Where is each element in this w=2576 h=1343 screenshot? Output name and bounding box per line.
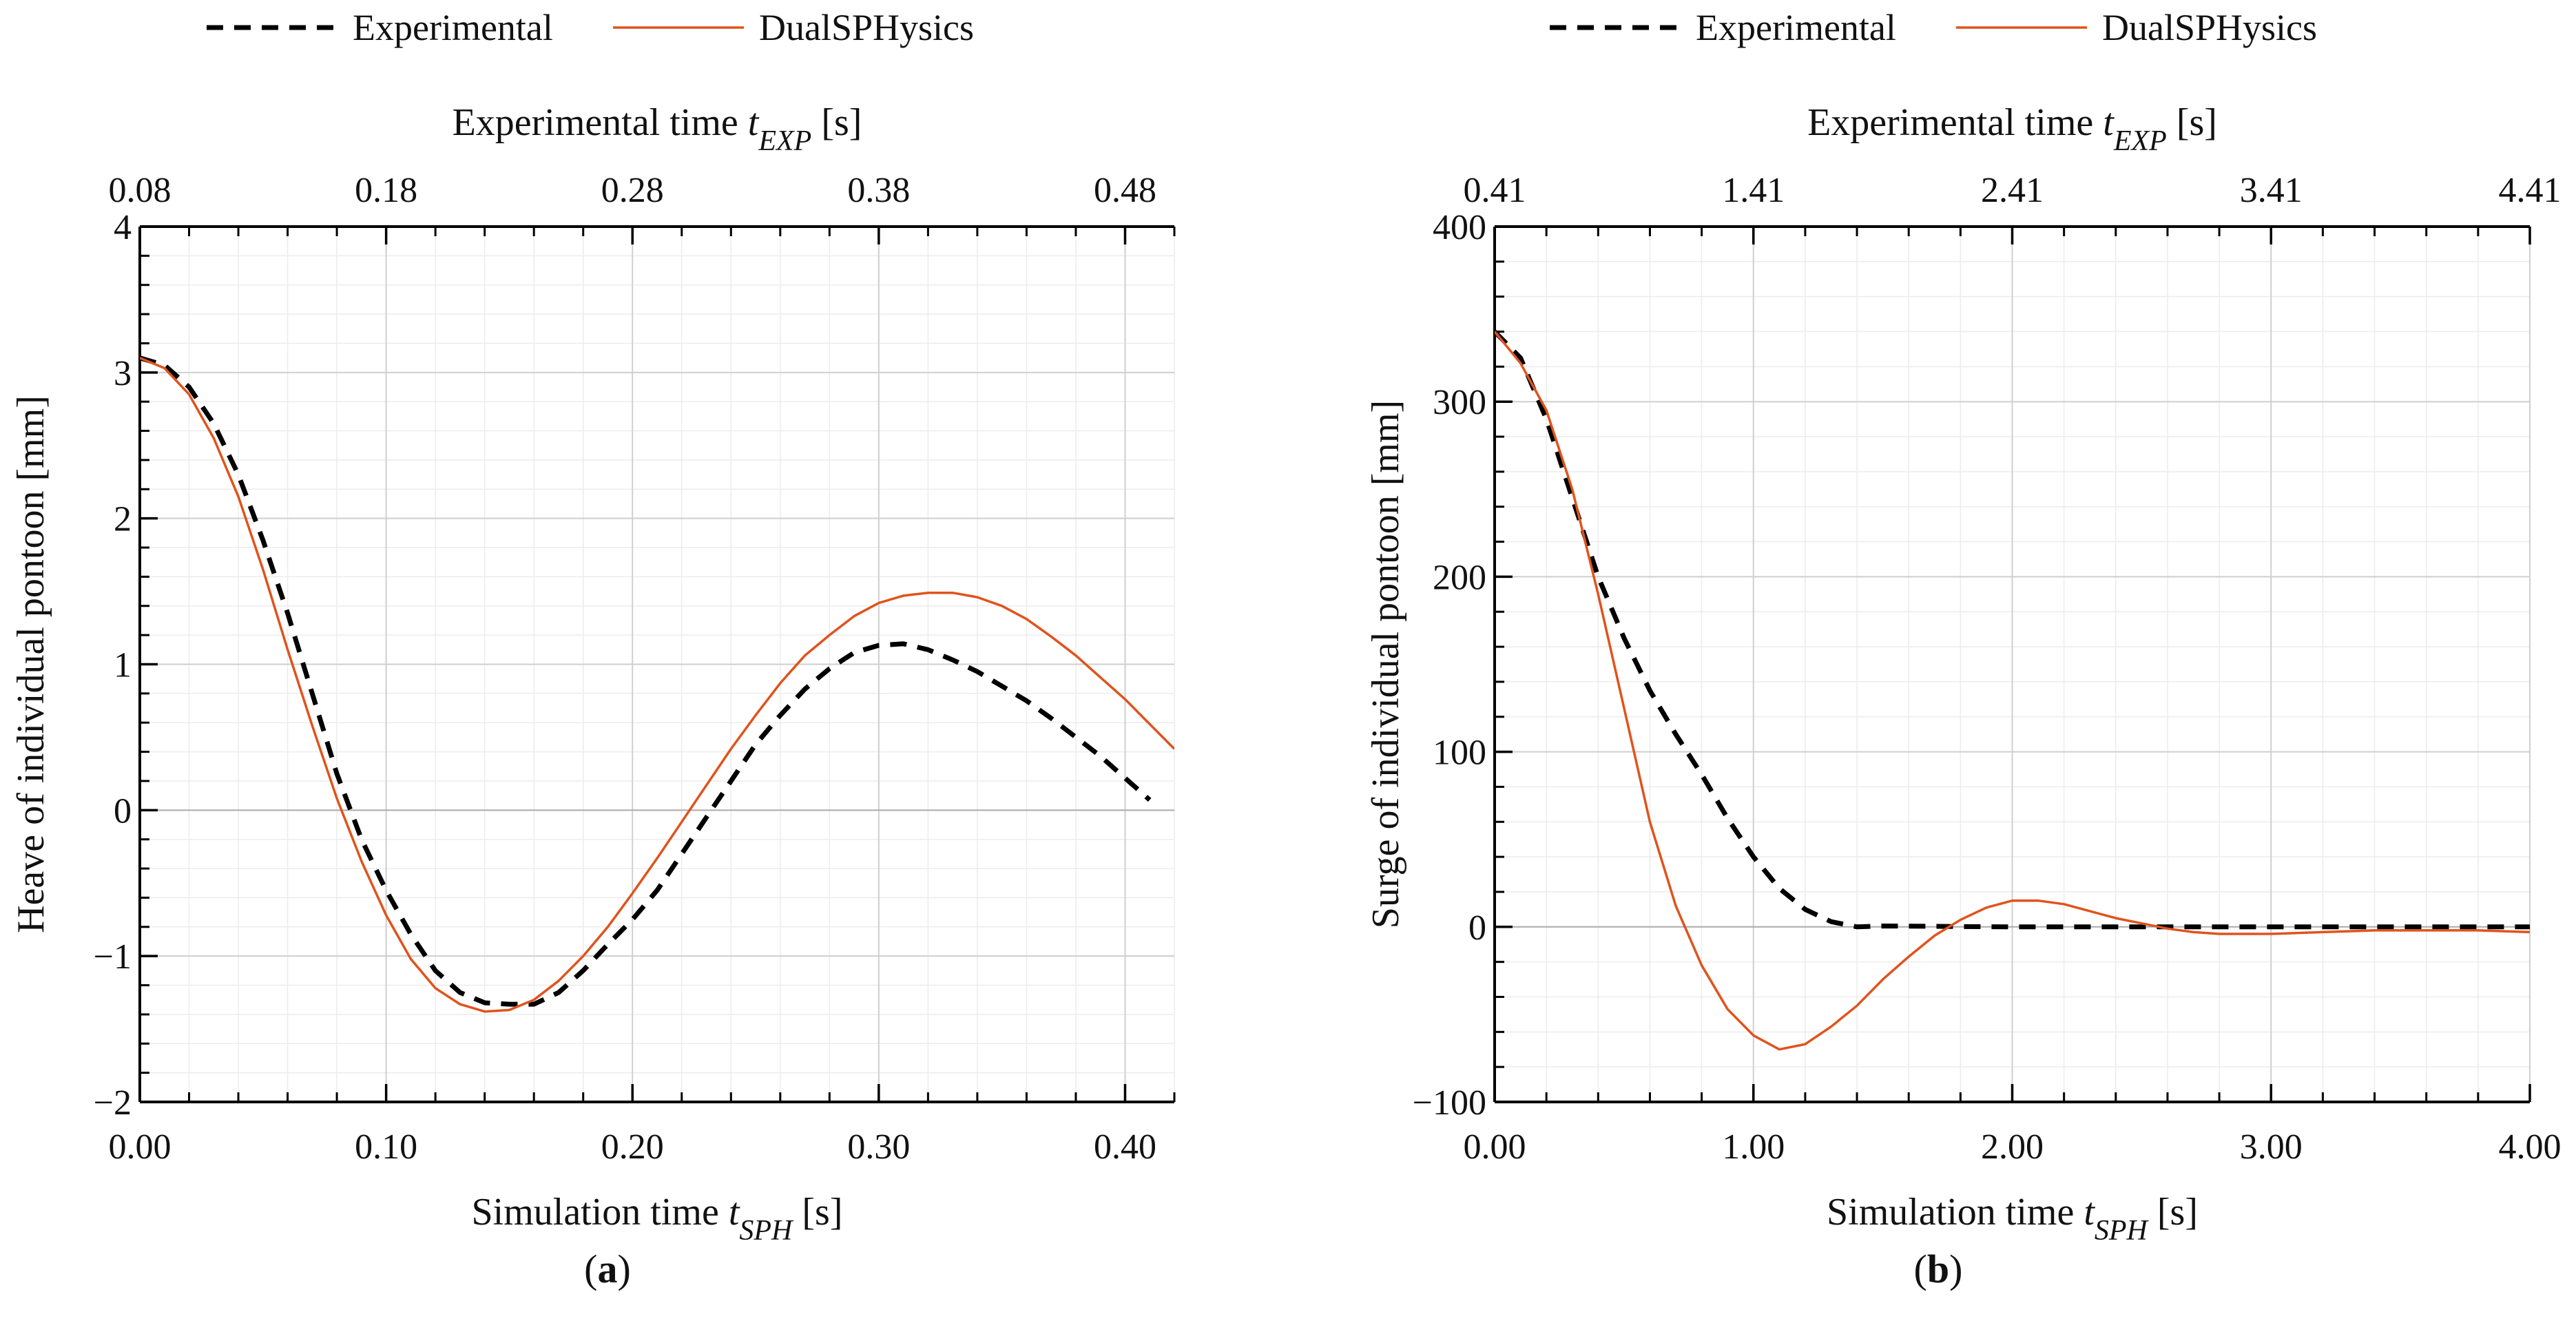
y-tick-label: −100 (1413, 1083, 1486, 1123)
legend-label: DualSPHysics (2102, 7, 2317, 48)
y-tick-label: 3 (114, 354, 132, 393)
legend-label: Experimental (353, 7, 553, 48)
panel-caption: (a) (584, 1247, 631, 1291)
x-tick-label: 4.00 (2499, 1127, 2562, 1167)
legend: Experimental DualSPHysics (1550, 7, 2317, 48)
x2-tick-label: 0.41 (1464, 171, 1526, 210)
y-tick-label: 400 (1433, 208, 1486, 247)
chart-panel-a: 0.00 0.08 0.10 0.18 0.20 0.28 0.30 0.38 0.40 0.48… (10, 7, 1176, 1291)
x2-tick-label: 0.18 (355, 171, 417, 210)
y-tick-label: 2 (114, 500, 132, 539)
x2-axis-label: Experimental time tEXP [s] (1807, 101, 2217, 157)
y-tick-label: 1 (114, 646, 132, 685)
y-tick-label: 4 (114, 208, 132, 247)
x-tick-label: 0.00 (109, 1127, 172, 1167)
y-tick-label: −1 (94, 937, 132, 977)
y-tick-label: 0 (114, 791, 132, 831)
chart-panel-b: 0.00 0.41 1.00 1.41 2.00 2.41 3.00 3.41 4.00 4.41… (1364, 7, 2562, 1291)
x-tick-label: 0.20 (601, 1127, 664, 1167)
y-tick-label: −2 (94, 1083, 132, 1123)
panel-caption: (b) (1914, 1247, 1963, 1291)
x2-tick-label: 0.48 (1094, 171, 1156, 210)
x2-axis-label: Experimental time tEXP [s] (453, 101, 862, 157)
x-tick-label: 0.40 (1094, 1127, 1156, 1167)
x-axis-label: Simulation time tSPH [s] (472, 1191, 843, 1247)
y-tick-label: 0 (1468, 908, 1486, 948)
y-tick-label: 300 (1433, 383, 1486, 422)
x-tick-label: 3.00 (2240, 1127, 2303, 1167)
x2-tick-label: 0.38 (847, 171, 910, 210)
x2-tick-label: 0.28 (601, 171, 664, 210)
x2-tick-label: 3.41 (2240, 171, 2303, 210)
x-tick-label: 2.00 (1981, 1127, 2044, 1167)
series-line-dualsphysics (140, 357, 1174, 1013)
x-tick-label: 0.00 (1464, 1127, 1526, 1167)
x-tick-label: 1.00 (1722, 1127, 1785, 1167)
x2-tick-label: 1.41 (1722, 171, 1785, 210)
series-line-dualsphysics (1495, 331, 2530, 1051)
legend: Experimental DualSPHysics (207, 7, 974, 48)
y-axis-label: Heave of individual pontoon [mm] (10, 395, 52, 933)
series-line-experimental (140, 355, 1152, 1007)
legend-label: Experimental (1696, 7, 1896, 48)
x2-tick-label: 4.41 (2499, 171, 2562, 210)
x2-tick-label: 2.41 (1981, 171, 2044, 210)
series-line-experimental (1495, 330, 2530, 930)
x-tick-label: 0.30 (847, 1127, 910, 1167)
y-tick-label: 200 (1433, 558, 1486, 597)
legend-label: DualSPHysics (759, 7, 974, 48)
y-tick-label: 100 (1433, 733, 1486, 773)
x-axis-label: Simulation time tSPH [s] (1827, 1191, 2198, 1247)
y-axis-label: Surge of individual pontoon [mm] (1364, 400, 1407, 928)
x2-tick-label: 0.08 (109, 171, 172, 210)
x-tick-label: 0.10 (355, 1127, 417, 1167)
